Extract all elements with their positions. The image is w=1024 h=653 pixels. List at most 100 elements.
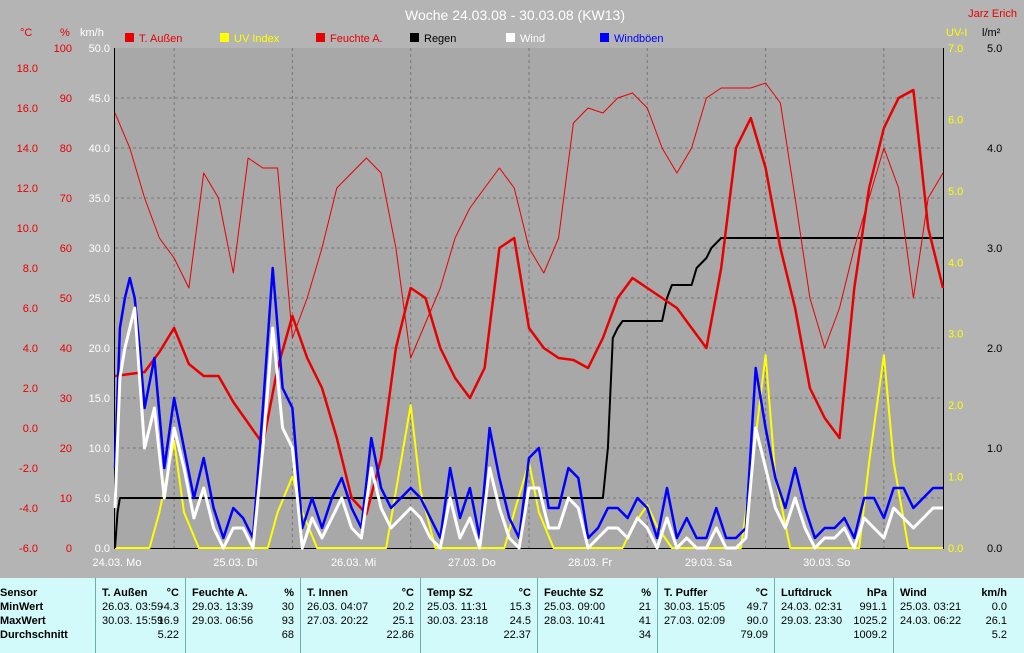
tick-label-uv: 6.0 bbox=[948, 114, 963, 126]
tick-label-humidity: 60 bbox=[60, 243, 72, 255]
chart-title: Woche 24.03.08 - 30.03.08 (KW13) bbox=[405, 7, 625, 23]
stats-avg-row: 34 bbox=[538, 628, 657, 642]
tick-label-rain: 2.0 bbox=[987, 343, 1002, 355]
stats-min-time: 26.03. 03:59 bbox=[102, 601, 164, 613]
legend-swatch bbox=[600, 33, 609, 42]
stats-max-value: 41 bbox=[638, 615, 651, 627]
tick-label-humidity: 100 bbox=[54, 43, 72, 55]
tick-label-temp: 6.0 bbox=[23, 303, 38, 315]
tick-label-temp: 18.0 bbox=[17, 63, 38, 75]
stats-sensor-name: T. Innen bbox=[307, 587, 348, 599]
stats-sensor-name: Luftdruck bbox=[781, 587, 832, 599]
stats-unit: °C bbox=[166, 587, 179, 599]
stats-max-value: 1025.2 bbox=[853, 615, 887, 627]
stats-sensor-name: Temp SZ bbox=[427, 587, 473, 599]
stats-min-time: 25.03. 03:21 bbox=[900, 601, 962, 613]
tick-label-temp: 16.0 bbox=[17, 103, 38, 115]
stats-min-time: 25.03. 09:00 bbox=[544, 601, 606, 613]
stats-unit: % bbox=[284, 587, 294, 599]
tick-label-wind: 20.0 bbox=[89, 343, 110, 355]
stats-min-time: 29.03. 13:39 bbox=[192, 601, 254, 613]
stats-unit: °C bbox=[755, 587, 768, 599]
stats-column: Temp SZ °C 25.03. 11:31 15.3 30.03. 23:18 24.… bbox=[421, 578, 538, 653]
tick-label-humidity: 80 bbox=[60, 143, 72, 155]
tick-label-humidity: 40 bbox=[60, 343, 72, 355]
tick-label-uv: 5.0 bbox=[948, 186, 963, 198]
row-label-avg: Durchschnitt bbox=[0, 628, 95, 642]
stats-avg-row: 22.86 bbox=[301, 628, 420, 642]
tick-label-uv: 3.0 bbox=[948, 329, 963, 341]
tick-label-wind: 40.0 bbox=[89, 143, 110, 155]
tick-label-temp: 14.0 bbox=[17, 143, 38, 155]
stats-column-header: T. Außen °C bbox=[96, 586, 185, 600]
legend-label: Wind bbox=[520, 33, 545, 45]
tick-label-temp: 12.0 bbox=[17, 183, 38, 195]
tick-label-uv: 7.0 bbox=[948, 43, 963, 55]
tick-label-rain: 5.0 bbox=[987, 43, 1002, 55]
stats-avg-row: 79.09 bbox=[658, 628, 774, 642]
tick-label-wind: 0.0 bbox=[95, 543, 110, 555]
tick-label-rain: 0.0 bbox=[987, 543, 1002, 555]
tick-label-wind: 25.0 bbox=[89, 293, 110, 305]
stats-max-row: 27.03. 02:09 90.0 bbox=[658, 614, 774, 628]
tick-label-uv: 4.0 bbox=[948, 257, 963, 269]
stats-max-row: 29.03. 23:30 1025.2 bbox=[775, 614, 893, 628]
tick-label-rain: 1.0 bbox=[987, 443, 1002, 455]
stats-avg-value: 22.86 bbox=[386, 629, 414, 641]
unit-uv: UV-I bbox=[946, 27, 967, 39]
stats-unit: hPa bbox=[866, 587, 887, 599]
stats-max-time: 24.03. 06:22 bbox=[900, 615, 962, 627]
stats-column-header: Feuchte A.% bbox=[186, 586, 300, 600]
tick-label-temp: -2.0 bbox=[19, 463, 38, 475]
stats-avg-value: 22.37 bbox=[503, 629, 531, 641]
stats-min-row: 29.03. 13:39 30 bbox=[186, 600, 300, 614]
axis-labels: -6.0 -4.0 -2.0 0.0 2.0 4.0 6.0 8.0 10.0 12.0 14.0 1… bbox=[17, 43, 1003, 569]
stats-unit: °C bbox=[518, 587, 531, 599]
tick-label-wind: 30.0 bbox=[89, 243, 110, 255]
stats-min-value: -4.3 bbox=[160, 601, 179, 613]
series-line-windb-en bbox=[113, 266, 943, 540]
stats-max-time: 30.03. 15:59 bbox=[102, 615, 164, 627]
tick-label-humidity: 20 bbox=[60, 443, 72, 455]
stats-sensor-name: Wind bbox=[900, 587, 927, 599]
stats-avg-value: 5.2 bbox=[991, 629, 1007, 641]
stats-min-time: 25.03. 11:31 bbox=[427, 601, 488, 613]
tick-label-day: 25.03. Di bbox=[213, 557, 257, 569]
stats-unit: km/h bbox=[981, 587, 1007, 599]
tick-label-day: 27.03. Do bbox=[448, 557, 496, 569]
stats-max-row: 27.03. 20:22 25.1 bbox=[301, 614, 420, 628]
stats-max-time: 27.03. 02:09 bbox=[664, 615, 726, 627]
stats-avg-row: 5.2 bbox=[894, 628, 1013, 642]
tick-label-day: 24.03. Mo bbox=[93, 557, 142, 569]
legend-label: Windböen bbox=[614, 33, 664, 45]
stats-min-value: 20.2 bbox=[392, 601, 414, 613]
stats-avg-row: 1009.2 bbox=[775, 628, 893, 642]
stats-unit: °C bbox=[401, 587, 414, 599]
stats-min-row: 24.03. 02:31 991.1 bbox=[775, 600, 893, 614]
stats-max-value: 26.1 bbox=[985, 615, 1007, 627]
tick-label-humidity: 0 bbox=[66, 543, 72, 555]
unit-humidity: % bbox=[60, 27, 70, 39]
tick-label-day: 30.03. So bbox=[803, 557, 850, 569]
tick-label-wind: 50.0 bbox=[89, 43, 110, 55]
stats-max-row: 29.03. 06:56 93 bbox=[186, 614, 300, 628]
legend-swatch bbox=[316, 33, 325, 42]
stats-column: T. Innen °C 26.03. 04:07 20.2 27.03. 20:22 25… bbox=[301, 578, 421, 653]
tick-label-day: 26.03. Mi bbox=[331, 557, 376, 569]
stats-column-header: Luftdruck hPa bbox=[775, 586, 893, 600]
stats-max-value: 25.1 bbox=[392, 615, 414, 627]
tick-label-day: 28.03. Fr bbox=[568, 557, 612, 569]
unit-wind: km/h bbox=[80, 27, 104, 39]
tick-label-temp: 2.0 bbox=[23, 383, 38, 395]
stats-min-time: 26.03. 04:07 bbox=[307, 601, 369, 613]
stats-max-time: 29.03. 23:30 bbox=[781, 615, 843, 627]
stats-avg-row: 5.22 bbox=[96, 628, 185, 642]
stats-max-row: 24.03. 06:22 26.1 bbox=[894, 614, 1013, 628]
statistics-table: Sensor MinWert MaxWert Durchschnitt T. Außen… bbox=[0, 578, 1024, 653]
tick-label-rain: 3.0 bbox=[987, 243, 1002, 255]
tick-label-uv: 0.0 bbox=[948, 543, 963, 555]
stats-column-header: Feuchte SZ% bbox=[538, 586, 657, 600]
stats-avg-value: 5.22 bbox=[157, 629, 179, 641]
stats-min-value: 991.1 bbox=[859, 601, 887, 613]
stats-sensor-name: T. Puffer bbox=[664, 587, 708, 599]
